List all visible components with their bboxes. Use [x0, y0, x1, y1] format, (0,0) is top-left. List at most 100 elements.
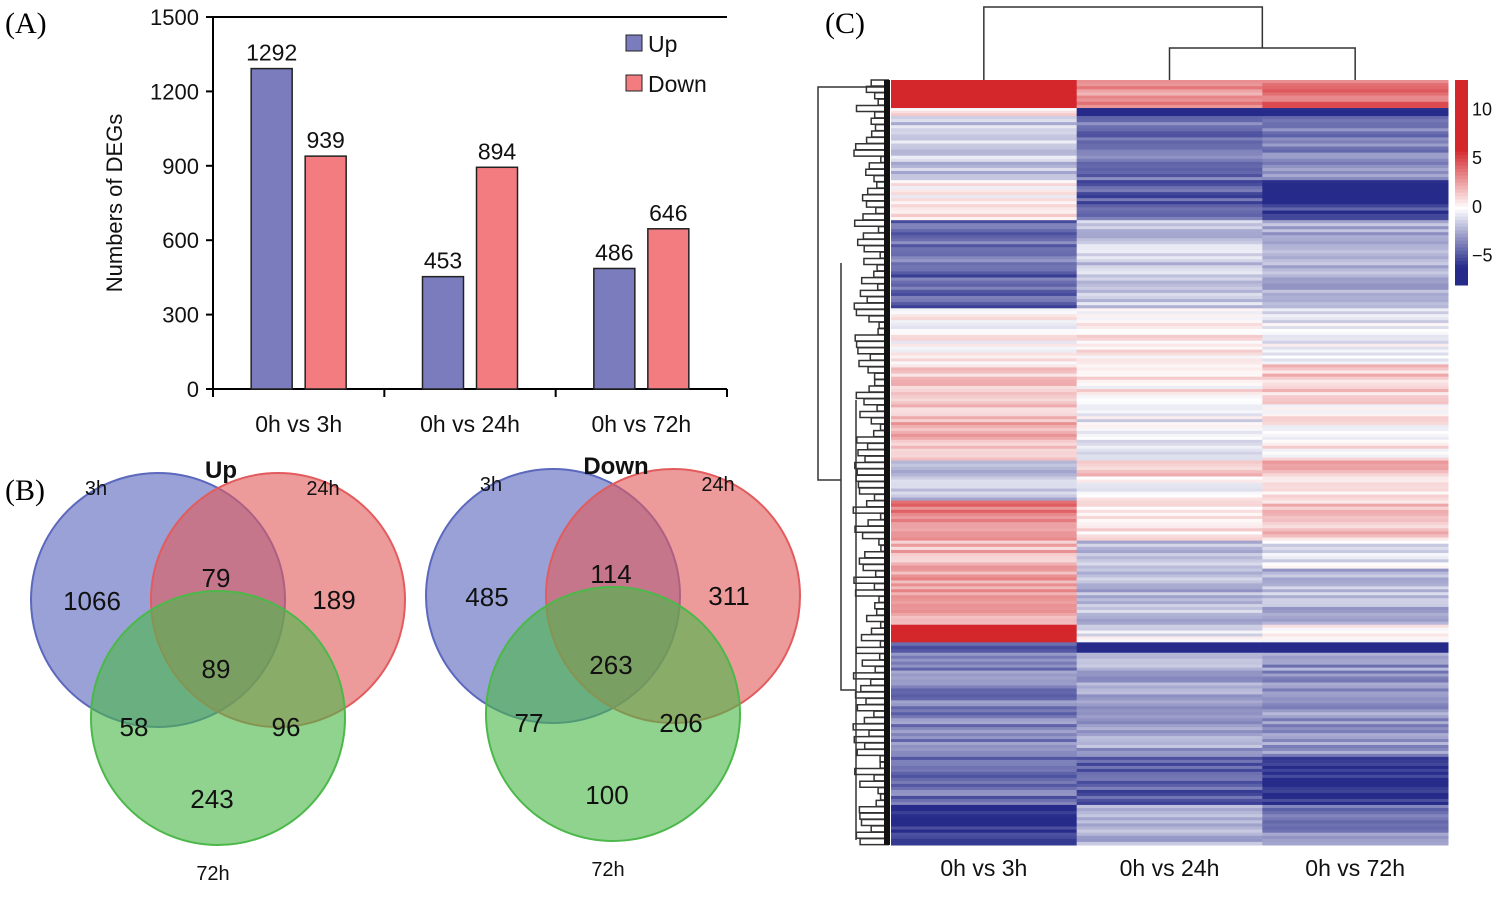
- heatmap-cell: [891, 463, 1078, 468]
- heatmap-cell: [1262, 823, 1449, 828]
- heatmap-cell: [1262, 295, 1449, 300]
- heatmap-cell: [1262, 286, 1449, 291]
- colorbar-segment: [1455, 103, 1468, 108]
- panel-label-b: (B): [5, 474, 45, 507]
- y-tick-label: 900: [162, 154, 199, 179]
- heatmap-cell: [1076, 364, 1263, 368]
- heatmap-cell: [1076, 280, 1263, 285]
- heatmap-cell: [1262, 604, 1449, 608]
- heatmap-cell: [1076, 317, 1263, 321]
- heatmap-cell: [1076, 724, 1263, 728]
- heatmap-cell: [1076, 352, 1263, 357]
- heatmap-cell: [891, 685, 1078, 689]
- heatmap-cell: [1076, 265, 1263, 269]
- heatmap-cell: [1076, 131, 1263, 135]
- heatmap-cell: [1076, 125, 1263, 129]
- heatmap-cell: [1262, 703, 1449, 707]
- dendro-leaf: [852, 672, 889, 680]
- heatmap-cell: [1076, 323, 1263, 327]
- heatmap-cell: [891, 753, 1078, 758]
- heatmap-cell: [1262, 259, 1449, 263]
- heatmap-cell: [1076, 262, 1263, 266]
- heatmap-cell: [1262, 509, 1449, 514]
- heatmap-cell: [1262, 292, 1449, 297]
- colorbar-segment: [1455, 107, 1468, 112]
- heatmap-cell: [891, 247, 1078, 251]
- heatmap-cell: [891, 311, 1078, 315]
- heatmap-cell: [891, 110, 1078, 114]
- heatmap-cell: [891, 765, 1078, 770]
- heatmap-cell: [1076, 506, 1263, 511]
- heatmap-cell: [1076, 328, 1263, 333]
- dendro-leaf: [853, 576, 889, 585]
- heatmap-cell: [891, 488, 1078, 493]
- colorbar-segment: [1455, 100, 1468, 105]
- heatmap-cell: [1076, 299, 1263, 303]
- heatmap-cell: [1076, 553, 1263, 557]
- heatmap-cell: [1076, 183, 1263, 187]
- y-tick-label: 600: [162, 228, 199, 253]
- heatmap-cell: [1076, 253, 1263, 257]
- heatmap-cell: [891, 528, 1078, 532]
- dendro-leaf: [856, 748, 889, 757]
- heatmap-cell: [1076, 229, 1263, 233]
- heatmap-cell: [1076, 577, 1263, 581]
- heatmap-cell: [1076, 398, 1263, 402]
- heatmap-cell: [891, 314, 1078, 318]
- heatmap-cell: [891, 189, 1078, 193]
- column-label: 0h vs 24h: [1120, 855, 1220, 881]
- venn-count-only-24h: 189: [312, 585, 355, 615]
- heatmap-cell: [1076, 727, 1263, 731]
- heatmap-cell: [1262, 709, 1449, 713]
- heatmap-cell: [1262, 340, 1449, 345]
- set-label-3h: 3h: [480, 474, 502, 496]
- venn-down: Down 3h 24h 72h 485 311 100 114 77 206 263: [425, 453, 801, 881]
- heatmap-cell: [1076, 226, 1263, 230]
- heatmap-cell: [891, 771, 1078, 776]
- heatmap-cell: [891, 682, 1078, 686]
- heatmap-cell: [1262, 314, 1449, 318]
- heatmap-cell: [891, 574, 1078, 578]
- heatmap-cell: [1262, 229, 1449, 233]
- heatmap-cell: [1262, 697, 1449, 701]
- heatmap-cell: [1076, 571, 1263, 576]
- heatmap-cell: [1262, 838, 1449, 843]
- heatmap-cell: [1262, 609, 1449, 614]
- bar-down: [647, 228, 690, 390]
- colorbar-segment: [1455, 162, 1468, 166]
- colorbar-segment: [1455, 271, 1468, 276]
- heatmap-cell: [1262, 598, 1449, 602]
- heatmap-cell: [891, 328, 1078, 333]
- heatmap-cell: [1262, 186, 1449, 190]
- heatmap-cell: [1262, 410, 1449, 414]
- heatmap-cell: [891, 817, 1078, 821]
- heatmap-cell: [891, 433, 1078, 438]
- heatmap-cell: [1076, 98, 1263, 103]
- heatmap-cell: [891, 829, 1078, 834]
- heatmap-cell: [891, 331, 1078, 336]
- heatmap-cell: [1262, 195, 1449, 199]
- heatmap-cell: [1076, 804, 1263, 809]
- heatmap-cell: [891, 404, 1078, 408]
- heatmap-cell: [891, 442, 1078, 447]
- heatmap-cell: [891, 382, 1078, 387]
- heatmap-cell: [1262, 244, 1449, 248]
- heatmap-cell: [1262, 694, 1449, 698]
- heatmap-cell: [1076, 83, 1263, 87]
- heatmap-cell: [891, 540, 1078, 545]
- heatmap-cell: [1262, 485, 1449, 490]
- heatmap-cell: [1076, 589, 1263, 593]
- heatmap-cell: [891, 425, 1078, 429]
- heatmap-cell: [891, 562, 1078, 567]
- heatmap-cell: [1076, 271, 1263, 275]
- heatmap-cell: [1262, 835, 1449, 840]
- heatmap-cell: [1076, 712, 1263, 716]
- colorbar-segment: [1455, 226, 1468, 231]
- heatmap-cell: [1076, 419, 1263, 423]
- heatmap-cell: [1262, 627, 1449, 632]
- heatmap-cell: [1076, 670, 1263, 675]
- heatmap-cell: [1262, 466, 1449, 471]
- heatmap-cell: [1076, 709, 1263, 713]
- heatmap-cell: [1076, 649, 1263, 654]
- heatmap-cell: [891, 667, 1078, 672]
